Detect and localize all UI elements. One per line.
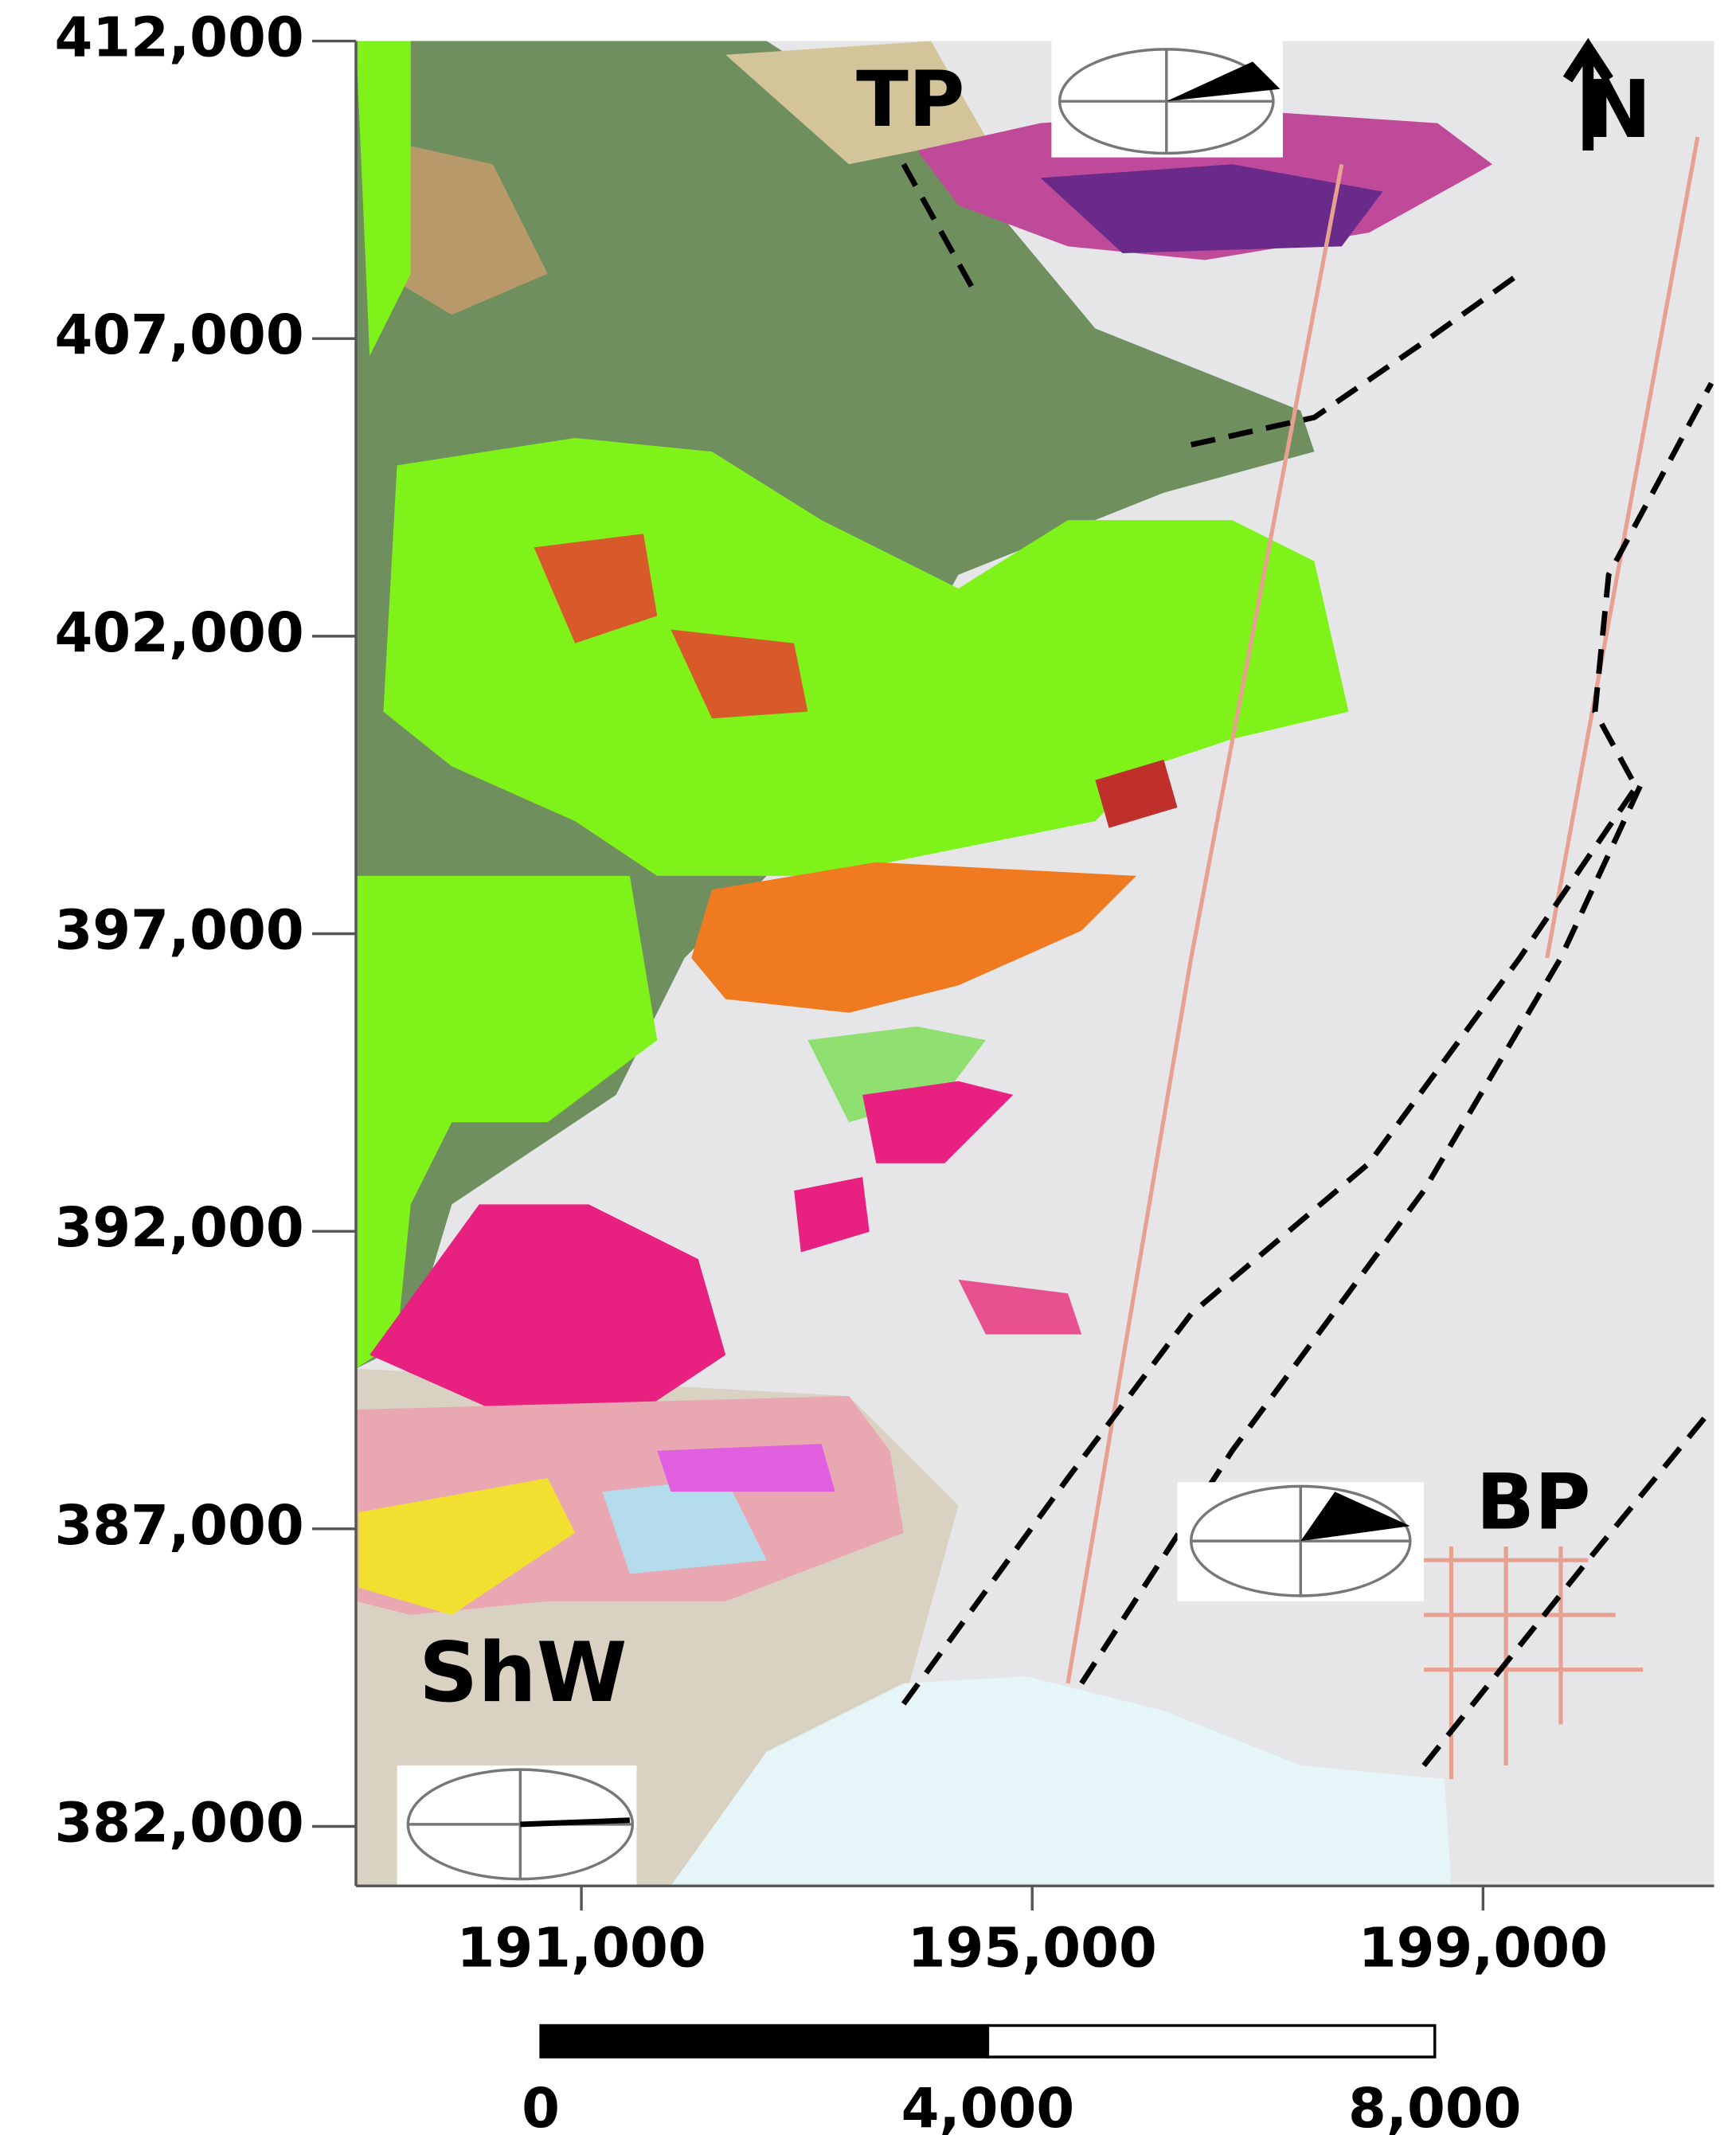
compass-tp — [1051, 41, 1283, 158]
north-label: N — [1585, 63, 1651, 156]
y-tick-label: 387,000 — [54, 1494, 303, 1558]
y-tick-label: 392,000 — [54, 1196, 303, 1260]
north-arrow — [1562, 37, 1613, 151]
scale-bar-segment — [539, 2024, 990, 2059]
scale-bar-label: 0 — [522, 2077, 560, 2135]
x-tick-label: 191,000 — [456, 1917, 706, 1981]
y-tick-label: 402,000 — [54, 601, 303, 665]
x-tick-label: 199,000 — [1359, 1917, 1608, 1981]
y-tick-label: 412,000 — [54, 6, 303, 70]
map-area — [356, 41, 1714, 1887]
place-label: BP — [1476, 1458, 1591, 1547]
scale-bar-segment — [986, 2024, 1437, 2059]
scale-bar-label: 8,000 — [1348, 2077, 1522, 2135]
y-tick-label: 407,000 — [54, 303, 303, 367]
place-label: ShW — [419, 1625, 628, 1721]
x-tick-label: 195,000 — [908, 1917, 1157, 1981]
compass-shw — [397, 1765, 637, 1887]
y-tick-label: 397,000 — [54, 899, 303, 963]
y-tick-label: 382,000 — [54, 1792, 303, 1855]
compass-bp — [1177, 1482, 1425, 1601]
scale-bar-label: 4,000 — [901, 2077, 1075, 2135]
place-label: TP — [856, 55, 964, 144]
